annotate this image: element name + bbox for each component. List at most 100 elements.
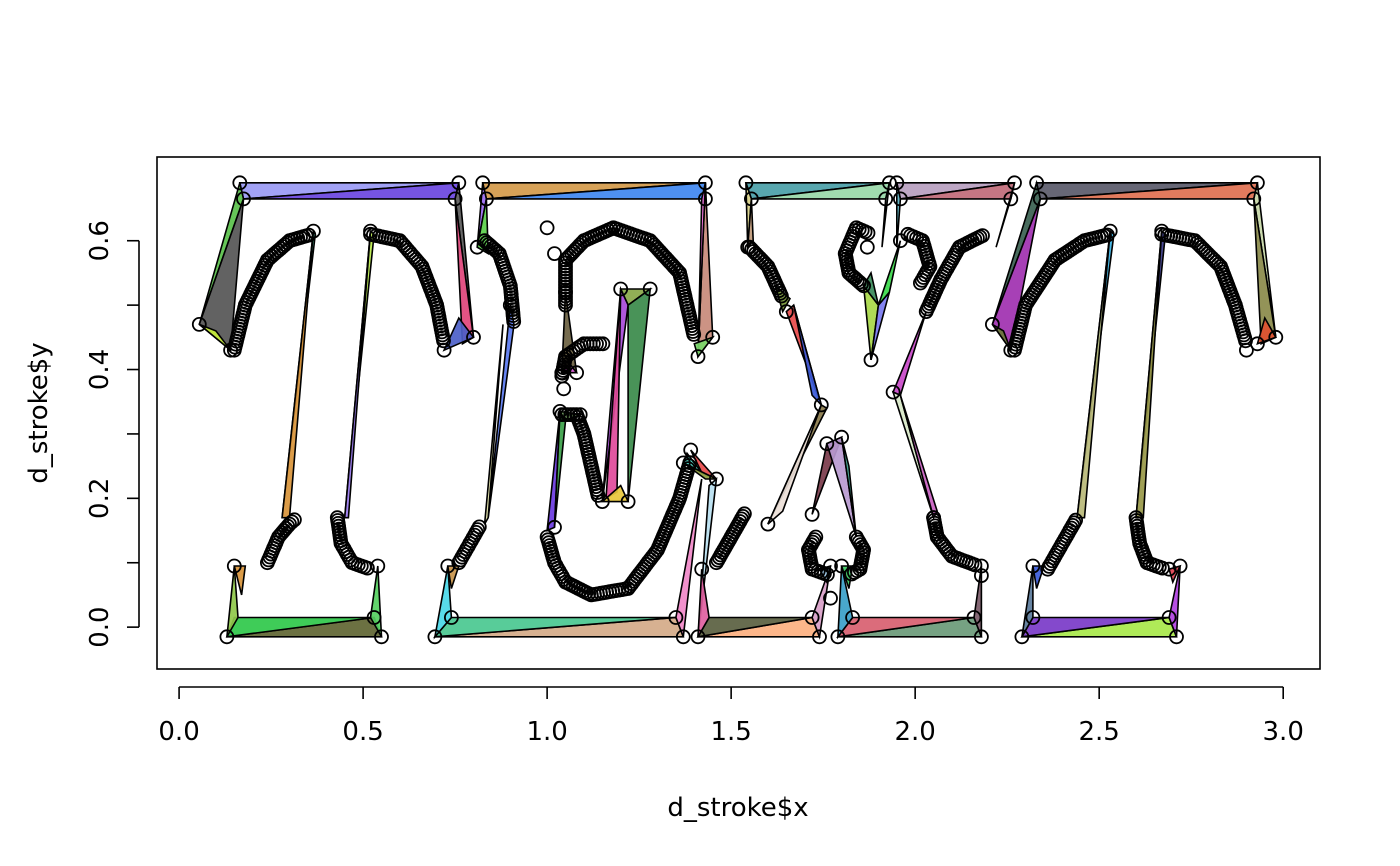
stroke-point-mark: [1155, 560, 1170, 576]
vertex-point-mark: [974, 568, 989, 583]
x-tick-label: 1.5: [710, 717, 751, 747]
stroke-point-mark: [847, 565, 862, 580]
triangle-mark: [675, 478, 703, 638]
vertex-point-mark: [738, 175, 754, 191]
vertex-point-mark: [812, 629, 827, 645]
vertex-point-mark: [613, 281, 629, 297]
triangle-mark: [1256, 315, 1277, 346]
vertex-point-mark: [859, 239, 875, 255]
vertex-point-mark: [466, 329, 481, 345]
vertex-point-mark: [1268, 329, 1284, 345]
stroke-point-mark: [914, 272, 930, 288]
triangle-mark: [442, 316, 475, 352]
triangle-mark: [627, 287, 652, 502]
vertex-point-mark: [232, 175, 248, 191]
vertex-point-mark: [556, 381, 572, 397]
x-tick-label: 0.5: [342, 717, 383, 747]
vertex-point-mark: [885, 384, 901, 400]
y-axis-label: d_stroke$y: [24, 342, 54, 483]
vertex-point-mark: [878, 191, 894, 207]
vertex-point-mark: [427, 629, 443, 645]
vertex-point-mark: [823, 558, 838, 574]
vertex-point-mark: [863, 352, 879, 368]
stroke-point-mark: [774, 288, 789, 304]
vertex-point-mark: [1172, 558, 1188, 574]
plot-frame: [156, 156, 1321, 670]
stroke-point-mark: [1100, 227, 1115, 243]
vertex-point-mark: [804, 610, 820, 625]
vertex-point-mark: [1250, 336, 1265, 352]
x-tick-label: 3.0: [1263, 717, 1304, 747]
y-axis: 0.0 0.2 0.4 0.6: [85, 220, 140, 648]
vertex-point-mark: [219, 629, 235, 645]
vertex-point-mark: [451, 175, 467, 191]
stroke-point-mark: [301, 227, 317, 243]
triangle-mark: [767, 404, 823, 525]
vertex-point-mark: [760, 516, 776, 532]
stroke-point-mark: [844, 566, 860, 582]
stroke-point-mark: [359, 560, 375, 576]
vertex-point-mark: [447, 191, 463, 207]
vertex-point-mark: [366, 610, 382, 625]
vertex-point-mark: [191, 316, 207, 332]
triangle-mark: [553, 408, 567, 528]
stroke-point-mark: [284, 514, 300, 530]
vertex-point-mark: [436, 342, 452, 358]
vertex-point-mark: [675, 455, 691, 471]
vertex-point-mark: [740, 239, 756, 255]
vertex-point-mark: [1003, 342, 1019, 358]
vertex-point-mark: [1032, 191, 1048, 207]
vertex-point-mark: [926, 510, 941, 526]
vertex-point-mark: [1029, 175, 1044, 191]
vertex-point-mark: [744, 191, 759, 207]
stroke-point-mark: [820, 567, 835, 582]
triangle-mark: [995, 182, 1016, 248]
vertex-point-mark: [1154, 223, 1170, 239]
triangle-mark: [881, 182, 891, 248]
triangle-mark: [1168, 565, 1181, 638]
stroke-point-mark: [506, 314, 522, 329]
vertex-point-mark: [830, 629, 846, 645]
triangle-mark: [697, 569, 710, 638]
vertex-point-mark: [1169, 629, 1184, 645]
vertex-point-mark: [223, 342, 239, 358]
triangle-mark: [369, 565, 383, 638]
triangle-mark: [483, 324, 504, 525]
vertex-point-mark: [823, 590, 838, 606]
vertex-point-mark: [552, 403, 568, 419]
vertex-point-mark: [236, 191, 251, 207]
triangle-mark: [233, 565, 247, 596]
x-tick-label: 2.0: [894, 717, 935, 747]
x-axis-label: d_stroke$x: [667, 793, 808, 823]
vertex-point-mark: [694, 561, 710, 577]
triangle-mark: [1021, 565, 1034, 638]
vertex-point-mark: [374, 629, 389, 645]
stroke-point-mark: [967, 557, 983, 573]
y-tick-label: 0.4: [85, 349, 115, 390]
stroke-point-mark: [1068, 512, 1083, 528]
vertex-point-mark: [778, 304, 794, 320]
vertex-point-mark: [539, 220, 555, 236]
vertex-point-mark: [1161, 561, 1177, 577]
triangle-mark: [697, 182, 707, 357]
vertex-point-mark: [478, 191, 494, 207]
vertex-point-mark: [668, 610, 684, 625]
vertex-point-mark: [698, 175, 713, 191]
vertex-point-mark: [804, 507, 820, 522]
vertex-point-mark: [475, 175, 491, 191]
vertex-point-mark: [974, 629, 989, 645]
vertex-point-mark: [569, 365, 584, 381]
x-axis: 0.0 0.5 1.0 1.5 2.0 2.5 3.0: [158, 686, 1304, 747]
triangle-mark: [836, 565, 854, 640]
vertex-point-mark: [642, 281, 658, 297]
vertex-point-mark: [1003, 191, 1019, 207]
stroke-point-mark: [975, 228, 990, 244]
vertex-point-mark: [974, 558, 989, 574]
vertex-point-mark: [683, 442, 699, 458]
stroke-point-mark: [595, 336, 611, 352]
stroke-point-mark: [436, 333, 451, 349]
vertex-point-mark: [1161, 610, 1177, 625]
x-tick-label: 2.5: [1078, 717, 1119, 747]
vertex-point-mark: [1014, 629, 1030, 645]
